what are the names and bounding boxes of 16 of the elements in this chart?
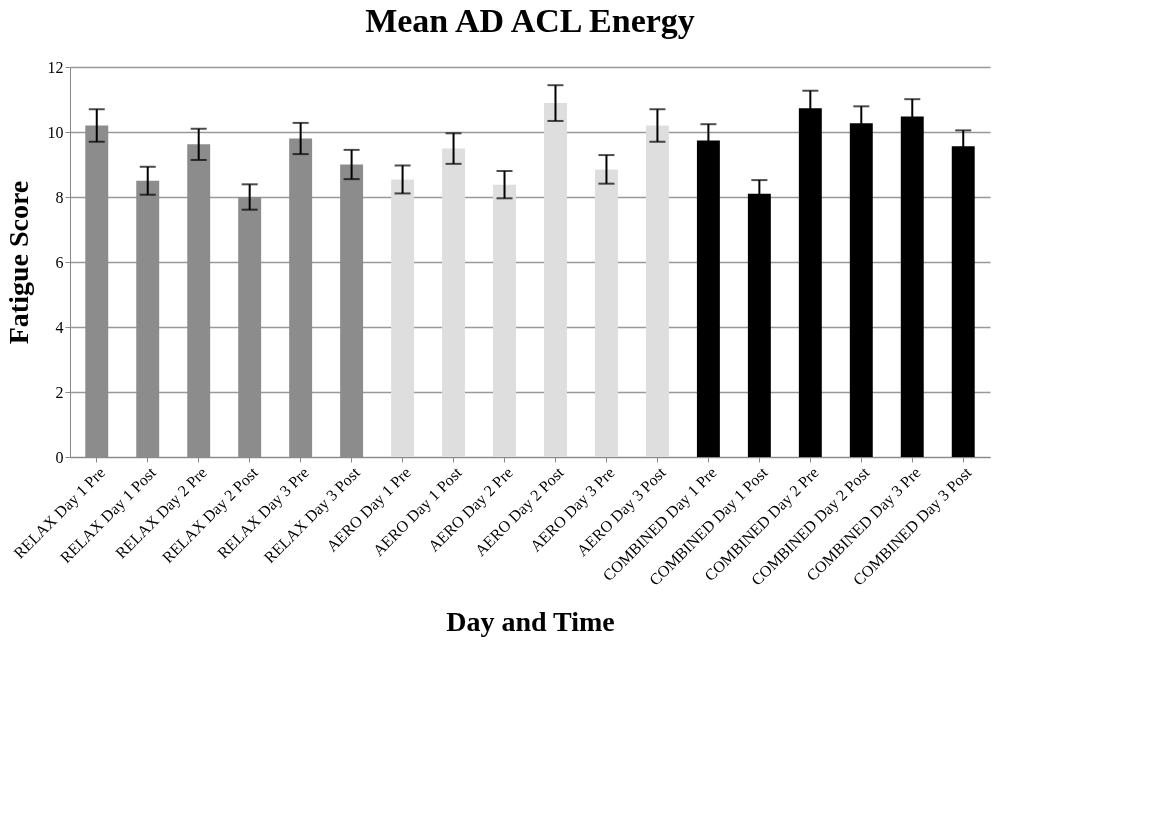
chart-title: Mean AD ACL Energy — [365, 2, 695, 39]
y-tick-label: 0 — [55, 448, 64, 466]
bar — [645, 125, 669, 457]
y-tick-label: 8 — [55, 188, 64, 206]
bar — [442, 148, 466, 457]
y-tick-label: 6 — [55, 253, 64, 271]
y-tick-label: 2 — [55, 383, 64, 401]
bar — [493, 184, 516, 457]
bar — [594, 169, 618, 457]
y-axis-title: Fatigue Score — [2, 180, 34, 345]
y-tick-label: 4 — [55, 318, 64, 336]
bar — [391, 179, 415, 457]
y-tick-label: 10 — [47, 123, 64, 141]
x-axis-title: Day and Time — [446, 605, 615, 637]
y-tick-label: 12 — [47, 58, 64, 76]
bar — [544, 103, 567, 457]
